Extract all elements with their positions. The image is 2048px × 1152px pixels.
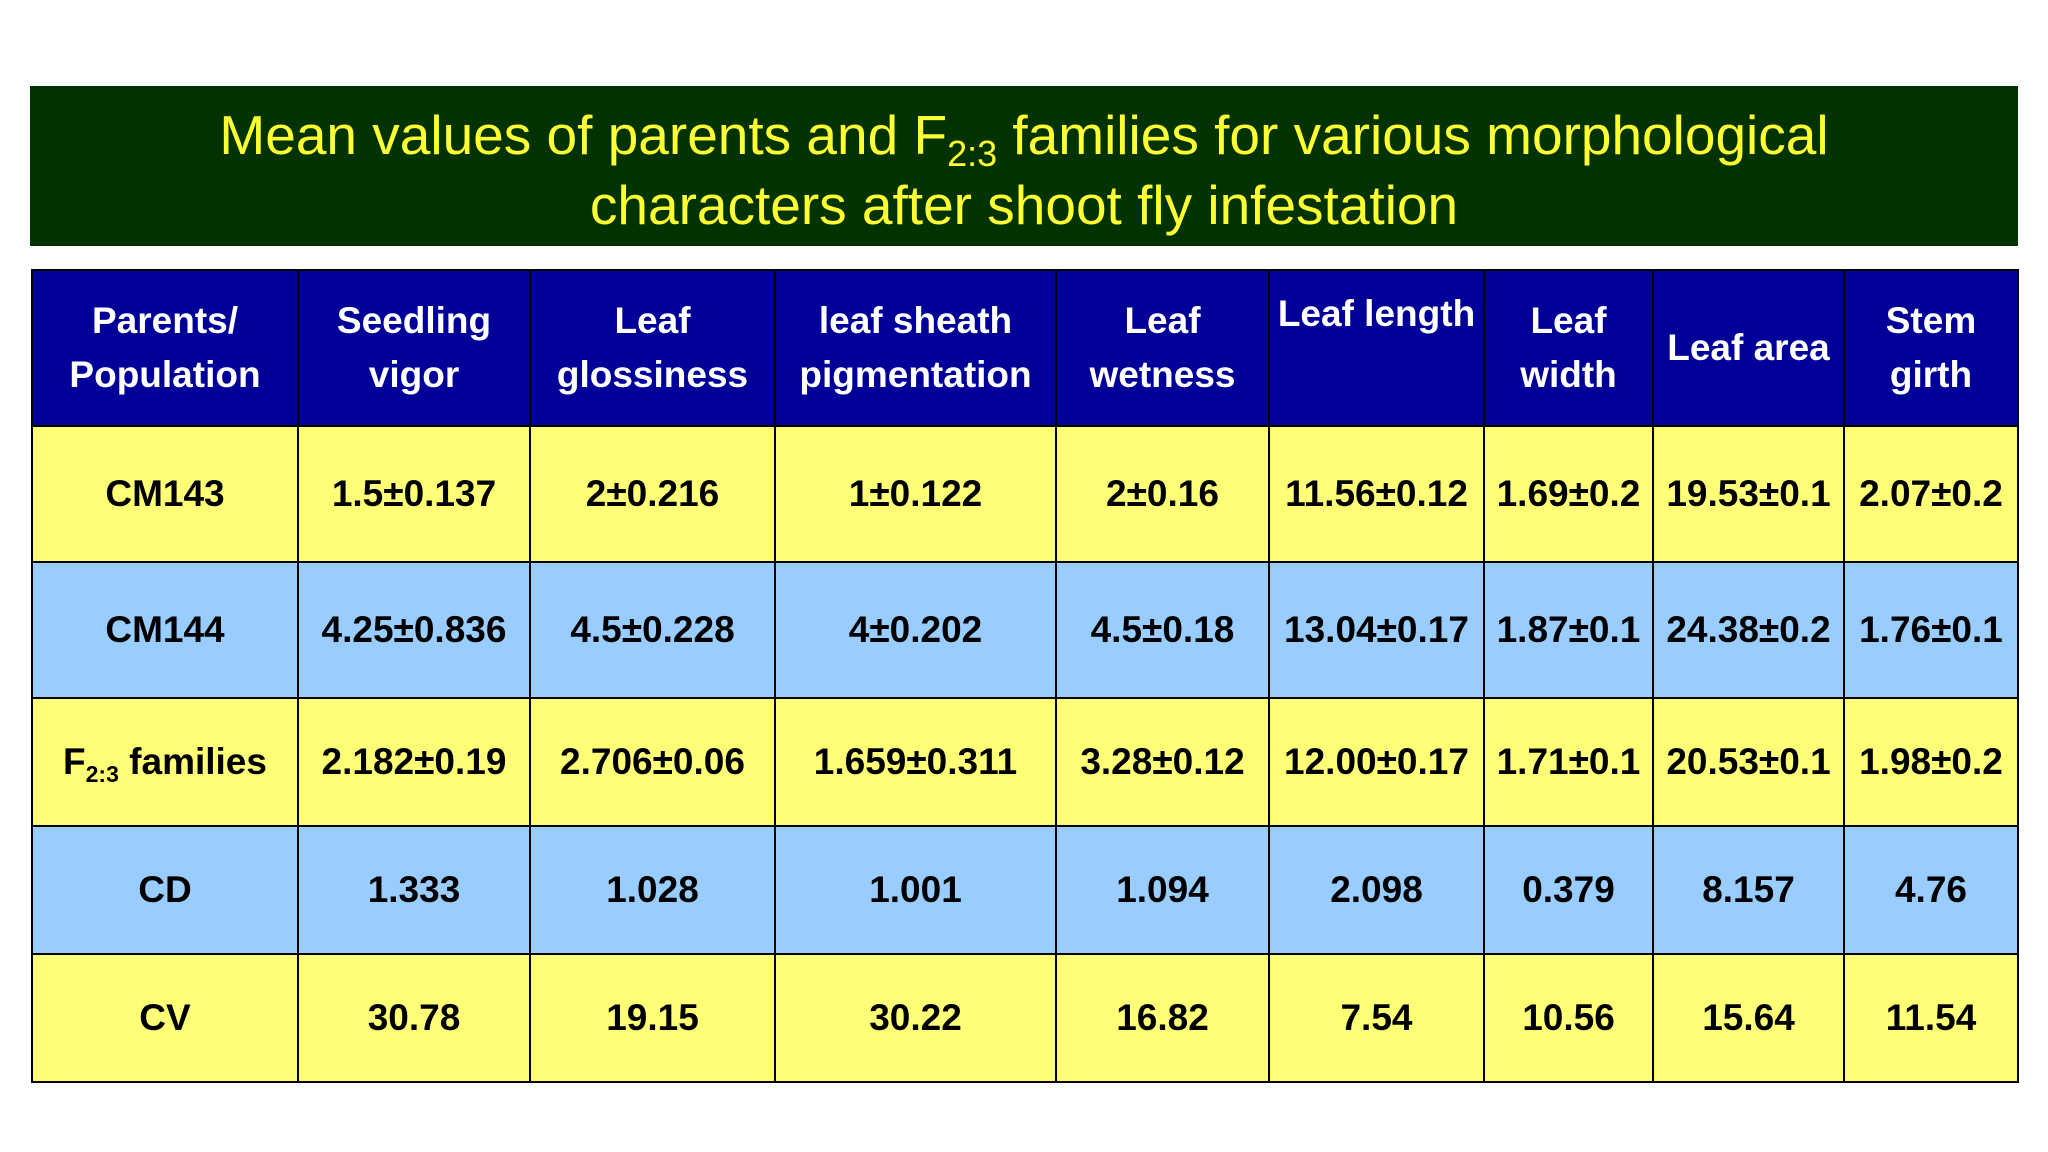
title-subscript: 2:3 [947, 133, 998, 174]
header-leaf-area: Leaf area [1652, 269, 1845, 427]
table-cell: 2±0.16 [1055, 425, 1270, 563]
title-line-1: Mean values of parents and F2:3 families… [30, 100, 2018, 172]
table-cell: 15.64 [1652, 953, 1845, 1083]
header-parents-population: Parents/Population [31, 269, 299, 427]
title-suffix: families for various morphological [997, 104, 1829, 166]
header-seedling-vigor: Seedling vigor [297, 269, 531, 427]
table-cell: 2±0.216 [529, 425, 776, 563]
table-cell: 3.28±0.12 [1055, 697, 1270, 827]
table-cell: 1.98±0.2 [1843, 697, 2019, 827]
row-label: CM144 [31, 561, 299, 699]
header-row: Parents/Population Seedling vigor Leaf glo… [31, 269, 2019, 427]
table-cell: 0.379 [1483, 825, 1654, 955]
table-cell: 1.333 [297, 825, 531, 955]
table-cell: 19.53±0.1 [1652, 425, 1845, 563]
table-row-cm143: CM143 1.5±0.137 2±0.216 1±0.122 2±0.16 1… [31, 425, 2019, 563]
table-cell: 20.53±0.1 [1652, 697, 1845, 827]
table-cell: 10.56 [1483, 953, 1654, 1083]
table-cell: 1.71±0.1 [1483, 697, 1654, 827]
table-row-f23-families: F2:3 families 2.182±0.19 2.706±0.06 1.65… [31, 697, 2019, 827]
table-cell: 1.69±0.2 [1483, 425, 1654, 563]
table-cell: 24.38±0.2 [1652, 561, 1845, 699]
table-cell: 1.001 [774, 825, 1057, 955]
table-cell: 4.76 [1843, 825, 2019, 955]
table-cell: 1.5±0.137 [297, 425, 531, 563]
table-cell: 4±0.202 [774, 561, 1057, 699]
table-cell: 30.78 [297, 953, 531, 1083]
table-cell: 7.54 [1268, 953, 1485, 1083]
header-leaf-glossiness: Leaf glossiness [529, 269, 776, 427]
row-label: CD [31, 825, 299, 955]
table-cell: 2.182±0.19 [297, 697, 531, 827]
table-cell: 1.659±0.311 [774, 697, 1057, 827]
header-leaf-length: Leaf length [1268, 269, 1485, 427]
row-label: CM143 [31, 425, 299, 563]
table-cell: 1.76±0.1 [1843, 561, 2019, 699]
data-table: Parents/Population Seedling vigor Leaf glo… [31, 269, 2019, 1083]
row-label: CV [31, 953, 299, 1083]
table-cell: 8.157 [1652, 825, 1845, 955]
title-prefix: Mean values of parents and F [219, 104, 948, 166]
table-cell: 4.5±0.18 [1055, 561, 1270, 699]
table-cell: 19.15 [529, 953, 776, 1083]
table-cell: 30.22 [774, 953, 1057, 1083]
table-cell: 1.094 [1055, 825, 1270, 955]
header-leaf-sheath-pigmentation: leaf sheath pigmentation [774, 269, 1057, 427]
row-label: F2:3 families [31, 697, 299, 827]
table-cell: 1.028 [529, 825, 776, 955]
header-stem-girth: Stem girth [1843, 269, 2019, 427]
title-banner: Mean values of parents and F2:3 families… [30, 86, 2018, 246]
table-cell: 13.04±0.17 [1268, 561, 1485, 699]
table-cell: 2.098 [1268, 825, 1485, 955]
table-row-cm144: CM144 4.25±0.836 4.5±0.228 4±0.202 4.5±0… [31, 561, 2019, 699]
table-cell: 2.07±0.2 [1843, 425, 2019, 563]
table-cell: 1±0.122 [774, 425, 1057, 563]
table-row-cv: CV 30.78 19.15 30.22 16.82 7.54 10.56 15… [31, 953, 2019, 1083]
table-cell: 11.56±0.12 [1268, 425, 1485, 563]
table-cell: 11.54 [1843, 953, 2019, 1083]
table-row-cd: CD 1.333 1.028 1.001 1.094 2.098 0.379 8… [31, 825, 2019, 955]
title-line-2: characters after shoot fly infestation [589, 174, 1459, 236]
table-cell: 4.25±0.836 [297, 561, 531, 699]
table-cell: 4.5±0.228 [529, 561, 776, 699]
table-cell: 16.82 [1055, 953, 1270, 1083]
table-cell: 1.87±0.1 [1483, 561, 1654, 699]
header-leaf-width: Leaf width [1483, 269, 1654, 427]
header-leaf-wetness: Leaf wetness [1055, 269, 1270, 427]
table-cell: 12.00±0.17 [1268, 697, 1485, 827]
table-cell: 2.706±0.06 [529, 697, 776, 827]
